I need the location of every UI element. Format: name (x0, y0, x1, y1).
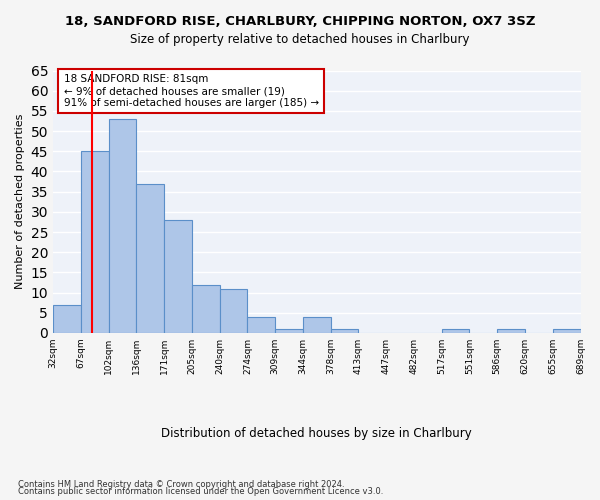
Bar (497, 329, 525, 333)
Bar (192, 284, 220, 333)
Bar (247, 317, 275, 333)
Text: Contains HM Land Registry data © Crown copyright and database right 2024.: Contains HM Land Registry data © Crown c… (18, 480, 344, 489)
Bar (220, 288, 247, 333)
Bar (164, 220, 192, 333)
X-axis label: Distribution of detached houses by size in Charlbury: Distribution of detached houses by size … (161, 427, 472, 440)
Text: Size of property relative to detached houses in Charlbury: Size of property relative to detached ho… (130, 32, 470, 46)
Text: 18 SANDFORD RISE: 81sqm
← 9% of detached houses are smaller (19)
91% of semi-det: 18 SANDFORD RISE: 81sqm ← 9% of detached… (64, 74, 319, 108)
Bar (53, 304, 81, 333)
Bar (275, 329, 303, 333)
Bar (303, 317, 331, 333)
Bar (136, 184, 164, 333)
Text: 18, SANDFORD RISE, CHARLBURY, CHIPPING NORTON, OX7 3SZ: 18, SANDFORD RISE, CHARLBURY, CHIPPING N… (65, 15, 535, 28)
Y-axis label: Number of detached properties: Number of detached properties (15, 114, 25, 290)
Bar (109, 119, 136, 333)
Bar (331, 329, 358, 333)
Bar (553, 329, 581, 333)
Bar (442, 329, 469, 333)
Text: Contains public sector information licensed under the Open Government Licence v3: Contains public sector information licen… (18, 487, 383, 496)
Bar (81, 152, 109, 333)
